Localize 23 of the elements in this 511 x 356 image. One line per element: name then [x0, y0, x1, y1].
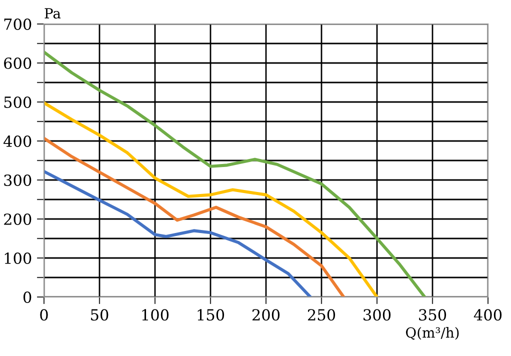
y-tick-label: 600	[4, 57, 32, 70]
x-tick-label: 300	[364, 309, 391, 321]
line-series	[44, 136, 346, 297]
y-tick-label: 700	[4, 18, 32, 30]
y-tick-label: 0	[23, 291, 32, 304]
y-tick-label: 200	[4, 213, 32, 226]
x-tick-label: 350	[419, 309, 446, 321]
y-tick-label: 300	[4, 174, 32, 186]
line-series	[44, 101, 379, 297]
y-axis-title: Pa	[44, 8, 61, 19]
x-tick-label: 200	[252, 309, 280, 321]
x-tick-label: 0	[40, 309, 48, 321]
x-tick-label: 100	[142, 309, 169, 321]
x-axis-title: Q(m³/h)	[406, 327, 459, 340]
y-tick-label: 400	[4, 135, 32, 148]
y-tick-label: 100	[4, 252, 32, 264]
line-series	[44, 50, 426, 297]
y-tick-label: 500	[4, 96, 32, 108]
x-tick-label: 50	[91, 309, 108, 321]
x-tick-label: 250	[308, 309, 336, 321]
line-series	[44, 170, 312, 297]
x-tick-label: 150	[198, 309, 224, 321]
x-tick-label: 400	[474, 309, 502, 321]
